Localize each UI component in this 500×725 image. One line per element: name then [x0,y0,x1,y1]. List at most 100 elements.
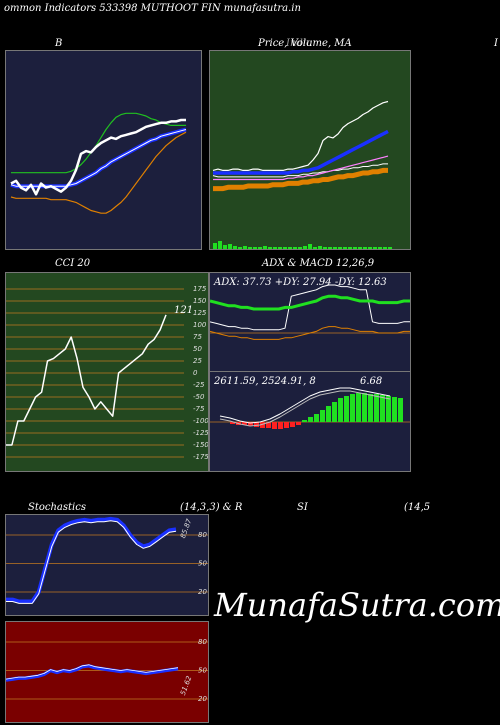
volume-bar [383,247,387,249]
rsi-panel: 80 50 20 51.62 [5,621,209,723]
volume-bar [313,247,317,249]
adx-panel: ADX: 37.73 +DY: 27.94 -DY: 12.63 [209,272,411,372]
cci-tick-label: 25 [193,357,202,365]
cci-chart: 175 150 125 100 75 50 25 0 -25 -50 -75 -100 -125 -150… [6,285,209,461]
macd-histogram-bar [380,395,385,422]
macd-histogram-bar [362,393,367,422]
rsi-title-left: SI [297,502,308,513]
macd-signal-line [219,390,391,427]
rsi-tick-label: 20 [198,695,207,703]
macd-histogram-bar [272,422,277,429]
stoch-value-label: 85.87 [179,517,194,539]
cci-tick-label: 125 [193,309,207,317]
volume-bar [388,247,392,249]
bollinger-title: B [55,38,63,49]
macd-histogram-bar [332,402,337,422]
stoch-k-line [6,516,177,604]
stoch-tick-label: 80 [198,531,207,539]
bollinger-middle-band [10,127,187,189]
volume-bar [263,246,267,249]
volume-bar [218,241,222,249]
volume-bar [278,247,282,249]
bollinger-panel [5,50,202,250]
volume-bar [288,247,292,249]
volume-bar [298,247,302,249]
macd-histogram-bar [302,420,307,422]
bollinger-price-line [10,118,186,196]
volume-bar [283,247,287,249]
cci-tick-label: 175 [193,285,207,293]
macd-histogram-bar [230,422,235,424]
watermark: MunafaSutra.com [214,586,500,624]
cci-tick-label: 100 [193,321,207,329]
macd-histogram-bar [278,422,283,429]
cci-value-label: 121 [174,305,193,316]
volume-bar [348,247,352,249]
macd-chart: 2611.59, 2524.91, 8 6.68 [210,376,410,429]
price-panel [209,50,411,250]
cci-tick-label: 150 [193,297,207,305]
macd-hist-readout: 6.68 [360,376,382,387]
adx-line [210,294,410,311]
volume-bar [268,247,272,249]
right-marker: I [494,38,498,49]
price-title: Price, Volume, MA [258,38,352,49]
cci-tick-label: -25 [193,381,205,389]
adx-readout: ADX: 37.73 +DY: 27.94 -DY: 12.63 [213,277,387,288]
volume-bar [293,247,297,249]
stoch-title-right: (14,3,3) & R [180,502,243,513]
volume-bar [238,247,242,249]
volume-bar [258,247,262,249]
macd-histogram-bar [284,422,289,428]
price-overlay: Indic [286,38,312,49]
volume-bar [228,244,232,249]
macd-histogram-bar [374,394,379,422]
price-ma-mid [212,163,388,178]
volume-bar [233,246,237,249]
volume-bar [373,247,377,249]
macd-histogram-bar [344,396,349,422]
bollinger-lower-band [10,131,187,214]
stoch-title-left: Stochastics [28,502,86,513]
macd-histogram-bar [392,397,397,422]
stoch-tick-label: 50 [198,560,207,568]
rsi-tick-label: 80 [198,638,207,646]
plus-di-line [210,284,410,331]
rsi-tick-label: 50 [198,667,207,675]
stoch-panel: 80 50 20 85.87 [5,514,209,616]
rsi-line [6,664,179,682]
rsi-signal-line [6,664,179,680]
macd-histogram-bar [386,396,391,422]
volume-bar [368,247,372,249]
macd-readout: 2611.59, 2524.91, 8 [213,376,316,387]
cci-tick-label: -75 [193,405,205,413]
stoch-tick-label: 20 [198,588,207,596]
cci-tick-label: 0 [193,369,198,377]
macd-histogram-bar [308,417,313,422]
macd-histogram-bar [254,422,259,427]
rsi-value-label: 51.62 [179,674,194,696]
rsi-chart: 80 50 20 51.62 [6,638,208,703]
stoch-d-line [6,520,177,604]
cci-tick-label: 50 [193,345,202,353]
adx-chart: ADX: 37.73 +DY: 27.94 -DY: 12.63 [210,277,410,340]
volume-bar [308,244,312,249]
page-title: ommon Indicators 533398 MUTHOOT FIN muna… [4,3,301,14]
volume-bar [358,247,362,249]
price-ma-long [213,167,388,192]
macd-histogram-bar [338,398,343,422]
volume-bar [343,247,347,249]
volume-bar [253,247,257,249]
cci-tick-label: -125 [193,429,209,437]
volume-bar [333,247,337,249]
cci-tick-label: -50 [193,393,205,401]
macd-histogram-bar [260,422,265,428]
macd-histogram-bar [242,422,247,425]
macd-panel: 2611.59, 2524.91, 8 6.68 [209,371,411,472]
volume-bar [248,247,252,249]
volume-bar [363,247,367,249]
macd-histogram-bar [296,422,301,425]
volume-bar [318,246,322,249]
price-ma-blue [213,129,389,175]
cci-title: CCI 20 [55,258,91,269]
